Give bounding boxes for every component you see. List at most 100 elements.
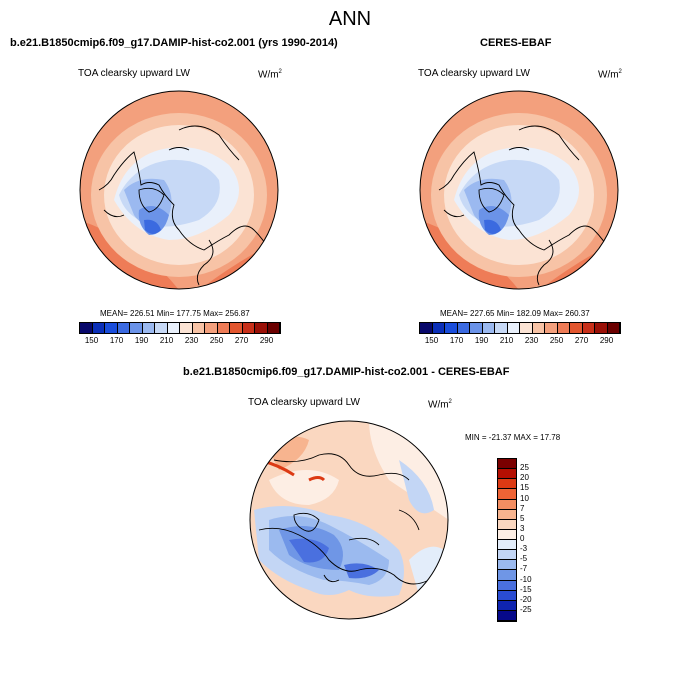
colorbar-tick-label: -3 — [520, 544, 528, 554]
colorbar-tick-label: 150 — [424, 336, 439, 345]
colorbar-swatch — [495, 323, 508, 333]
colorbar-tick-label: 230 — [184, 336, 199, 345]
colorbar-swatch — [130, 323, 143, 333]
colorbar-diff — [497, 458, 517, 622]
colorbar-tick-label: -25 — [520, 604, 532, 614]
colorbar-tick-label: -10 — [520, 574, 532, 584]
panel-diff-title: b.e21.B1850cmip6.f09_g17.DAMIP-hist-co2.… — [183, 366, 510, 378]
colorbar-swatch — [217, 323, 230, 333]
colorbar-swatch — [155, 323, 168, 333]
colorbar-swatch — [142, 323, 155, 333]
colorbar-tick-label: 210 — [499, 336, 514, 345]
colorbar-swatch — [242, 323, 255, 333]
map-obs — [419, 90, 619, 290]
colorbar-tick-label: 210 — [159, 336, 174, 345]
colorbar-obs-labels: 150 170 190 210 230 250 270 290 — [419, 336, 619, 346]
colorbar-swatch — [498, 519, 516, 530]
colorbar-swatch — [498, 600, 516, 611]
colorbar-tick-label: 170 — [109, 336, 124, 345]
colorbar-swatch — [180, 323, 193, 333]
colorbar-swatch — [498, 499, 516, 510]
colorbar-swatch — [498, 590, 516, 601]
colorbar-tick-label: 290 — [259, 336, 274, 345]
colorbar-model — [79, 322, 281, 334]
colorbar-swatch — [267, 323, 280, 333]
colorbar-tick-label: 270 — [234, 336, 249, 345]
figure-title: ANN — [328, 8, 372, 30]
colorbar-swatch — [498, 540, 516, 551]
panel-obs-stats: MEAN= 227.65 Min= 182.09 Max= 260.37 — [440, 309, 590, 318]
colorbar-swatch — [230, 323, 243, 333]
colorbar-tick-label: 270 — [574, 336, 589, 345]
colorbar-tick-label: 170 — [449, 336, 464, 345]
colorbar-tick-label: -15 — [520, 584, 532, 594]
colorbar-swatch — [498, 529, 516, 540]
colorbar-swatch — [520, 323, 533, 333]
panel-obs-variable: TOA clearsky upward LW — [418, 68, 530, 79]
colorbar-tick-label: 0 — [520, 534, 525, 543]
panel-model-title: b.e21.B1850cmip6.f09_g17.DAMIP-hist-co2.… — [10, 37, 338, 49]
colorbar-tick-label: 250 — [549, 336, 564, 345]
colorbar-tick-label: 250 — [209, 336, 224, 345]
colorbar-tick-label: 7 — [520, 503, 525, 513]
panel-diff-units: W/m2 — [428, 399, 452, 411]
colorbar-swatch — [420, 323, 433, 333]
colorbar-model-labels: 150 170 190 210 230 250 270 290 — [79, 336, 279, 346]
colorbar-swatch — [498, 479, 516, 490]
colorbar-swatch — [595, 323, 608, 333]
colorbar-tick-label: 190 — [134, 336, 149, 345]
colorbar-swatch — [457, 323, 470, 333]
colorbar-swatch — [498, 610, 516, 621]
colorbar-swatch — [582, 323, 595, 333]
colorbar-swatch — [498, 489, 516, 500]
colorbar-tick-label: 20 — [520, 473, 529, 483]
colorbar-swatch — [432, 323, 445, 333]
colorbar-tick-label: -20 — [520, 594, 532, 604]
colorbar-tick-label: 150 — [84, 336, 99, 345]
colorbar-tick-label: 10 — [520, 493, 529, 503]
colorbar-swatch — [545, 323, 558, 333]
colorbar-tick-label: 190 — [474, 336, 489, 345]
colorbar-swatch — [445, 323, 458, 333]
colorbar-tick-label: 25 — [520, 463, 529, 473]
colorbar-swatch — [498, 459, 516, 470]
panel-model-variable: TOA clearsky upward LW — [78, 68, 190, 79]
colorbar-swatch — [570, 323, 583, 333]
panel-diff-variable: TOA clearsky upward LW — [248, 397, 360, 408]
map-model — [79, 90, 279, 290]
colorbar-swatch — [498, 580, 516, 591]
colorbar-swatch — [117, 323, 130, 333]
colorbar-swatch — [470, 323, 483, 333]
colorbar-tick-label: 290 — [599, 336, 614, 345]
colorbar-tick-label: 3 — [520, 523, 525, 533]
colorbar-swatch — [167, 323, 180, 333]
colorbar-tick-label: 5 — [520, 513, 525, 523]
panel-obs-title: CERES-EBAF — [480, 37, 552, 49]
colorbar-swatch — [255, 323, 268, 333]
colorbar-swatch — [205, 323, 218, 333]
colorbar-swatch — [498, 469, 516, 480]
colorbar-swatch — [498, 509, 516, 520]
colorbar-tick-label: -7 — [520, 564, 528, 574]
colorbar-swatch — [482, 323, 495, 333]
colorbar-swatch — [498, 560, 516, 571]
colorbar-swatch — [532, 323, 545, 333]
panel-obs-units: W/m2 — [598, 69, 622, 81]
panel-model-units: W/m2 — [258, 69, 282, 81]
colorbar-swatch — [498, 550, 516, 561]
colorbar-swatch — [92, 323, 105, 333]
colorbar-swatch — [498, 570, 516, 581]
colorbar-swatch — [80, 323, 93, 333]
colorbar-swatch — [192, 323, 205, 333]
colorbar-swatch — [507, 323, 520, 333]
colorbar-tick-label: 15 — [520, 483, 529, 493]
colorbar-tick-label: -5 — [520, 554, 528, 564]
panel-diff-stats: MIN = -21.37 MAX = 17.78 — [465, 433, 561, 442]
map-diff — [249, 420, 449, 620]
colorbar-obs — [419, 322, 621, 334]
colorbar-swatch — [557, 323, 570, 333]
colorbar-swatch — [105, 323, 118, 333]
panel-model-stats: MEAN= 226.51 Min= 177.75 Max= 256.87 — [100, 309, 250, 318]
colorbar-diff-labels: 25 20 15 10 7 5 3 0 -3 -5 -7 -10 -15 -20 -25 — [520, 458, 550, 620]
colorbar-tick-label: 230 — [524, 336, 539, 345]
